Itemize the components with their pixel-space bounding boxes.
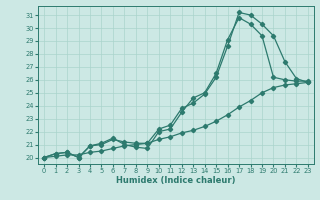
X-axis label: Humidex (Indice chaleur): Humidex (Indice chaleur) [116,176,236,185]
